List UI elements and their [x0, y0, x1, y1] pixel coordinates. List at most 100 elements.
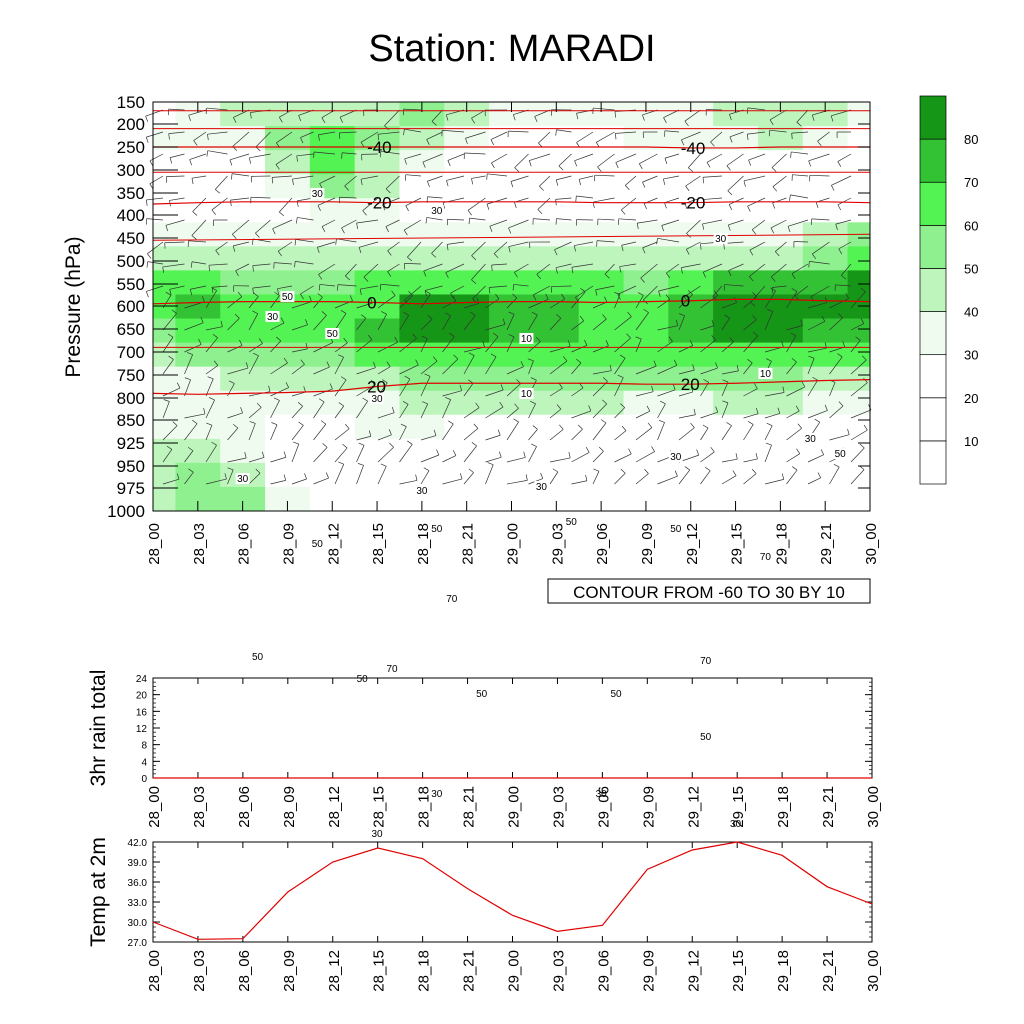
wind-barb-flag [508, 227, 512, 234]
wind-barb [749, 263, 766, 277]
wind-barb-flag [446, 244, 449, 251]
x-tick-label: 28_03 [191, 523, 208, 565]
wind-barb-flag [755, 407, 759, 414]
wind-barb [313, 366, 330, 375]
contour-label-bg [758, 368, 773, 379]
wind-barb-flag [340, 309, 347, 314]
contour-label-bg [310, 188, 325, 199]
shaded-cell [489, 414, 535, 440]
wind-barb [291, 364, 305, 375]
wind-barb [399, 295, 413, 309]
x-tick-label: 30_00 [865, 786, 882, 828]
shaded-cell [533, 366, 580, 392]
x-tick-label: 29_15 [730, 950, 747, 992]
contour-label-bg [728, 818, 743, 829]
y-tick-label: 850 [117, 411, 145, 430]
wind-barb-flag [614, 111, 616, 118]
wind-barb-flag [820, 449, 825, 455]
wind-barb [426, 217, 443, 221]
shaded-cell [220, 222, 266, 247]
y-tick-label: 650 [117, 320, 145, 339]
wind-barb-flag [673, 359, 678, 366]
wind-barb-flag [777, 407, 781, 414]
wind-barb-flag [837, 204, 842, 211]
wind-barb-flag [808, 160, 812, 167]
contour-label: 50 [312, 539, 324, 550]
wind-barb-flag [685, 185, 690, 192]
shaded-cell [175, 174, 221, 199]
wind-barb [710, 131, 723, 143]
shaded-cell [847, 294, 871, 320]
wind-barb-flag [404, 158, 407, 165]
x-tick-label: 29_21 [818, 523, 835, 565]
wind-barb [420, 338, 428, 353]
wind-barb [360, 175, 379, 180]
wind-barb-flag [790, 332, 797, 337]
wind-barb [485, 389, 504, 397]
wind-barb [700, 339, 716, 353]
shaded-cell [623, 174, 669, 199]
wind-barb [279, 197, 293, 213]
shaded-cell [847, 198, 871, 223]
shaded-cell [220, 438, 266, 464]
wind-barb-flag [771, 167, 777, 172]
wind-barb [377, 295, 396, 309]
wind-barb-flag [643, 203, 647, 210]
shaded-cell [847, 246, 871, 271]
wind-barb-flag [320, 420, 327, 425]
contour-label: 50 [476, 689, 488, 700]
wind-barb-flag [283, 451, 287, 458]
wind-barb-flag [447, 160, 451, 167]
wind-barb [255, 131, 271, 148]
wind-barb-flag [335, 238, 337, 245]
wind-barb-flag [847, 428, 850, 435]
wind-barb-flag [769, 119, 774, 126]
wind-barb [772, 285, 787, 288]
colorbar-label: 80 [964, 132, 978, 147]
shaded-cell [533, 438, 580, 464]
wind-barb [227, 345, 243, 353]
wind-barb [427, 175, 443, 182]
wind-barb [791, 151, 809, 155]
wind-barb-flag [444, 397, 451, 400]
y-tick-label: 0 [141, 774, 147, 785]
shaded-cell [220, 366, 266, 392]
wind-barb [786, 453, 800, 463]
shaded-cell [623, 318, 669, 344]
wind-barb [291, 425, 304, 441]
wind-barb-flag [450, 292, 454, 299]
wind-barb [771, 153, 787, 168]
wind-barb-flag [602, 314, 607, 320]
wind-barb [700, 451, 715, 463]
wind-barb [356, 219, 379, 224]
wind-barb-flag [490, 353, 497, 358]
wind-barb [184, 413, 206, 419]
wind-barb [724, 284, 744, 287]
wind-barb-flag [688, 290, 693, 295]
wind-barb-flag [585, 447, 590, 453]
wind-barb-flag [727, 224, 731, 231]
shaded-cell [713, 174, 759, 199]
wind-barb [442, 358, 459, 375]
wind-barb-flag [643, 308, 649, 313]
x-tick-label: 28_09 [281, 786, 298, 828]
wind-barb-flag [636, 223, 639, 230]
wind-barb-flag [621, 209, 626, 215]
wind-barb-flag [232, 245, 236, 252]
wind-barb [643, 285, 658, 301]
shaded-cell [489, 174, 535, 199]
wind-barb-flag [387, 271, 392, 277]
wind-barb [420, 376, 431, 397]
x-tick-label: 29_12 [685, 950, 702, 992]
shaded-cell [623, 294, 669, 320]
wind-barb [772, 175, 787, 187]
wind-barb-flag [211, 441, 217, 446]
wind-barb-flag [253, 292, 259, 297]
wind-barb-flag [145, 116, 149, 122]
y-tick-label: 4 [141, 757, 147, 768]
shaded-cell [309, 390, 356, 416]
wind-barb [313, 297, 323, 309]
wind-barb-flag [817, 140, 822, 147]
shaded-cell [713, 342, 759, 368]
